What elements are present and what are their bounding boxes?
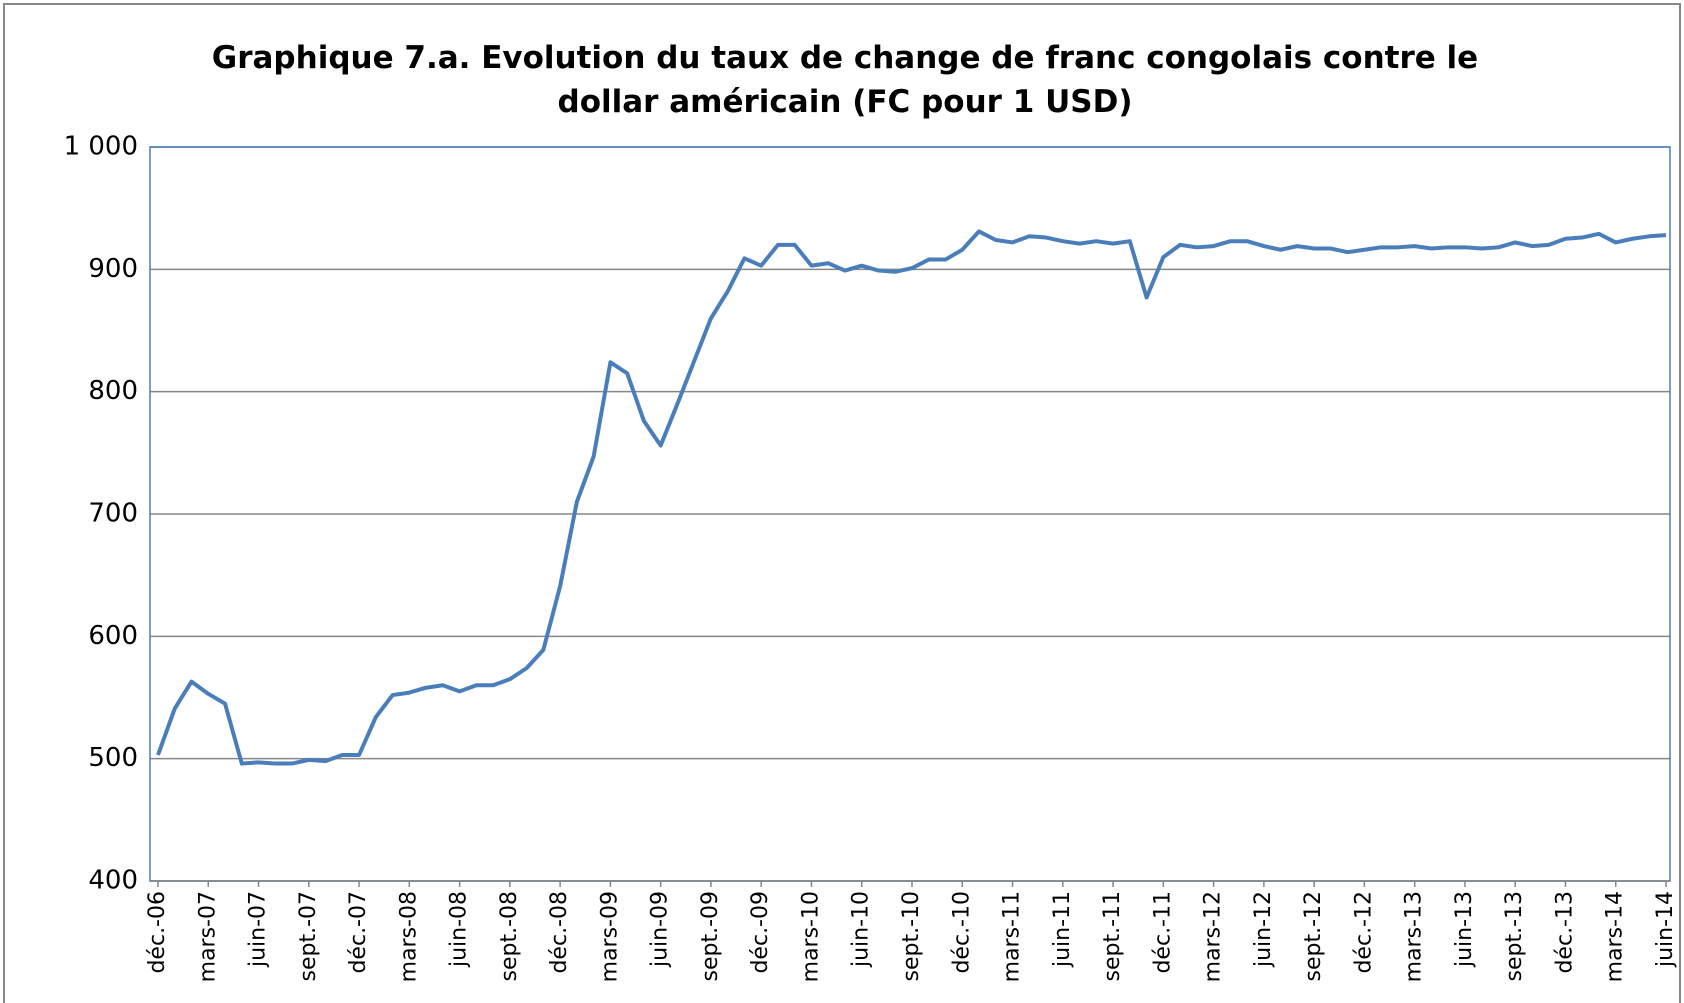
- x-tick-label: déc.-06: [145, 891, 170, 974]
- chart-border: [3, 3, 1681, 1003]
- x-tick-label: sept.-08: [497, 891, 522, 982]
- x-tick-label: déc.-12: [1351, 891, 1376, 974]
- x-tick-label: mars-10: [798, 891, 823, 982]
- x-tick-label: mars-14: [1603, 891, 1628, 982]
- y-tick-label: 900: [88, 254, 138, 284]
- x-tick-label: mars-11: [1000, 891, 1025, 982]
- x-tick-label: déc.-11: [1150, 891, 1175, 974]
- x-tick-label: juin-08: [447, 891, 472, 968]
- x-tick-label: sept.-10: [899, 891, 924, 982]
- x-tick-label: juin-09: [648, 891, 673, 968]
- x-tick-label: juin-11: [1050, 891, 1075, 968]
- x-tick-label: déc.-09: [748, 891, 773, 974]
- x-tick-label: mars-07: [195, 891, 220, 982]
- y-tick-label: 600: [88, 621, 138, 651]
- chart-title: Graphique 7.a. Evolution du taux de chan…: [211, 40, 1479, 120]
- y-tick-label: 700: [88, 499, 138, 529]
- x-tick-label: juin-12: [1251, 891, 1276, 968]
- x-tick-label: mars-08: [396, 891, 421, 982]
- x-tick-label: sept.-12: [1301, 891, 1326, 982]
- x-tick-label: sept.-09: [698, 891, 723, 982]
- series-line: [156, 229, 1667, 766]
- x-tick-label: sept.-07: [296, 891, 321, 982]
- y-tick-label: 500: [88, 743, 138, 773]
- x-tick-label: mars-09: [597, 891, 622, 982]
- x-tick-label: mars-13: [1402, 891, 1427, 982]
- x-tick-label: déc.-07: [346, 891, 371, 974]
- x-tick-label: déc.-10: [949, 891, 974, 974]
- x-tick-label: sept.-13: [1502, 891, 1527, 982]
- x-tick-label: juin-13: [1452, 891, 1477, 968]
- x-tick-label: déc.-08: [547, 891, 572, 974]
- x-tick-label: juin-14: [1653, 891, 1678, 968]
- y-tick-label: 1 000: [64, 132, 138, 162]
- y-tick-label: 800: [88, 376, 138, 406]
- x-tick-label: juin-07: [246, 891, 271, 968]
- y-tick-label: 400: [88, 866, 138, 896]
- x-tick-label: mars-12: [1201, 891, 1226, 982]
- x-tick-label: déc.-13: [1552, 891, 1577, 974]
- x-tick-label: juin-10: [849, 891, 874, 968]
- x-tick-label: sept.-11: [1100, 891, 1125, 982]
